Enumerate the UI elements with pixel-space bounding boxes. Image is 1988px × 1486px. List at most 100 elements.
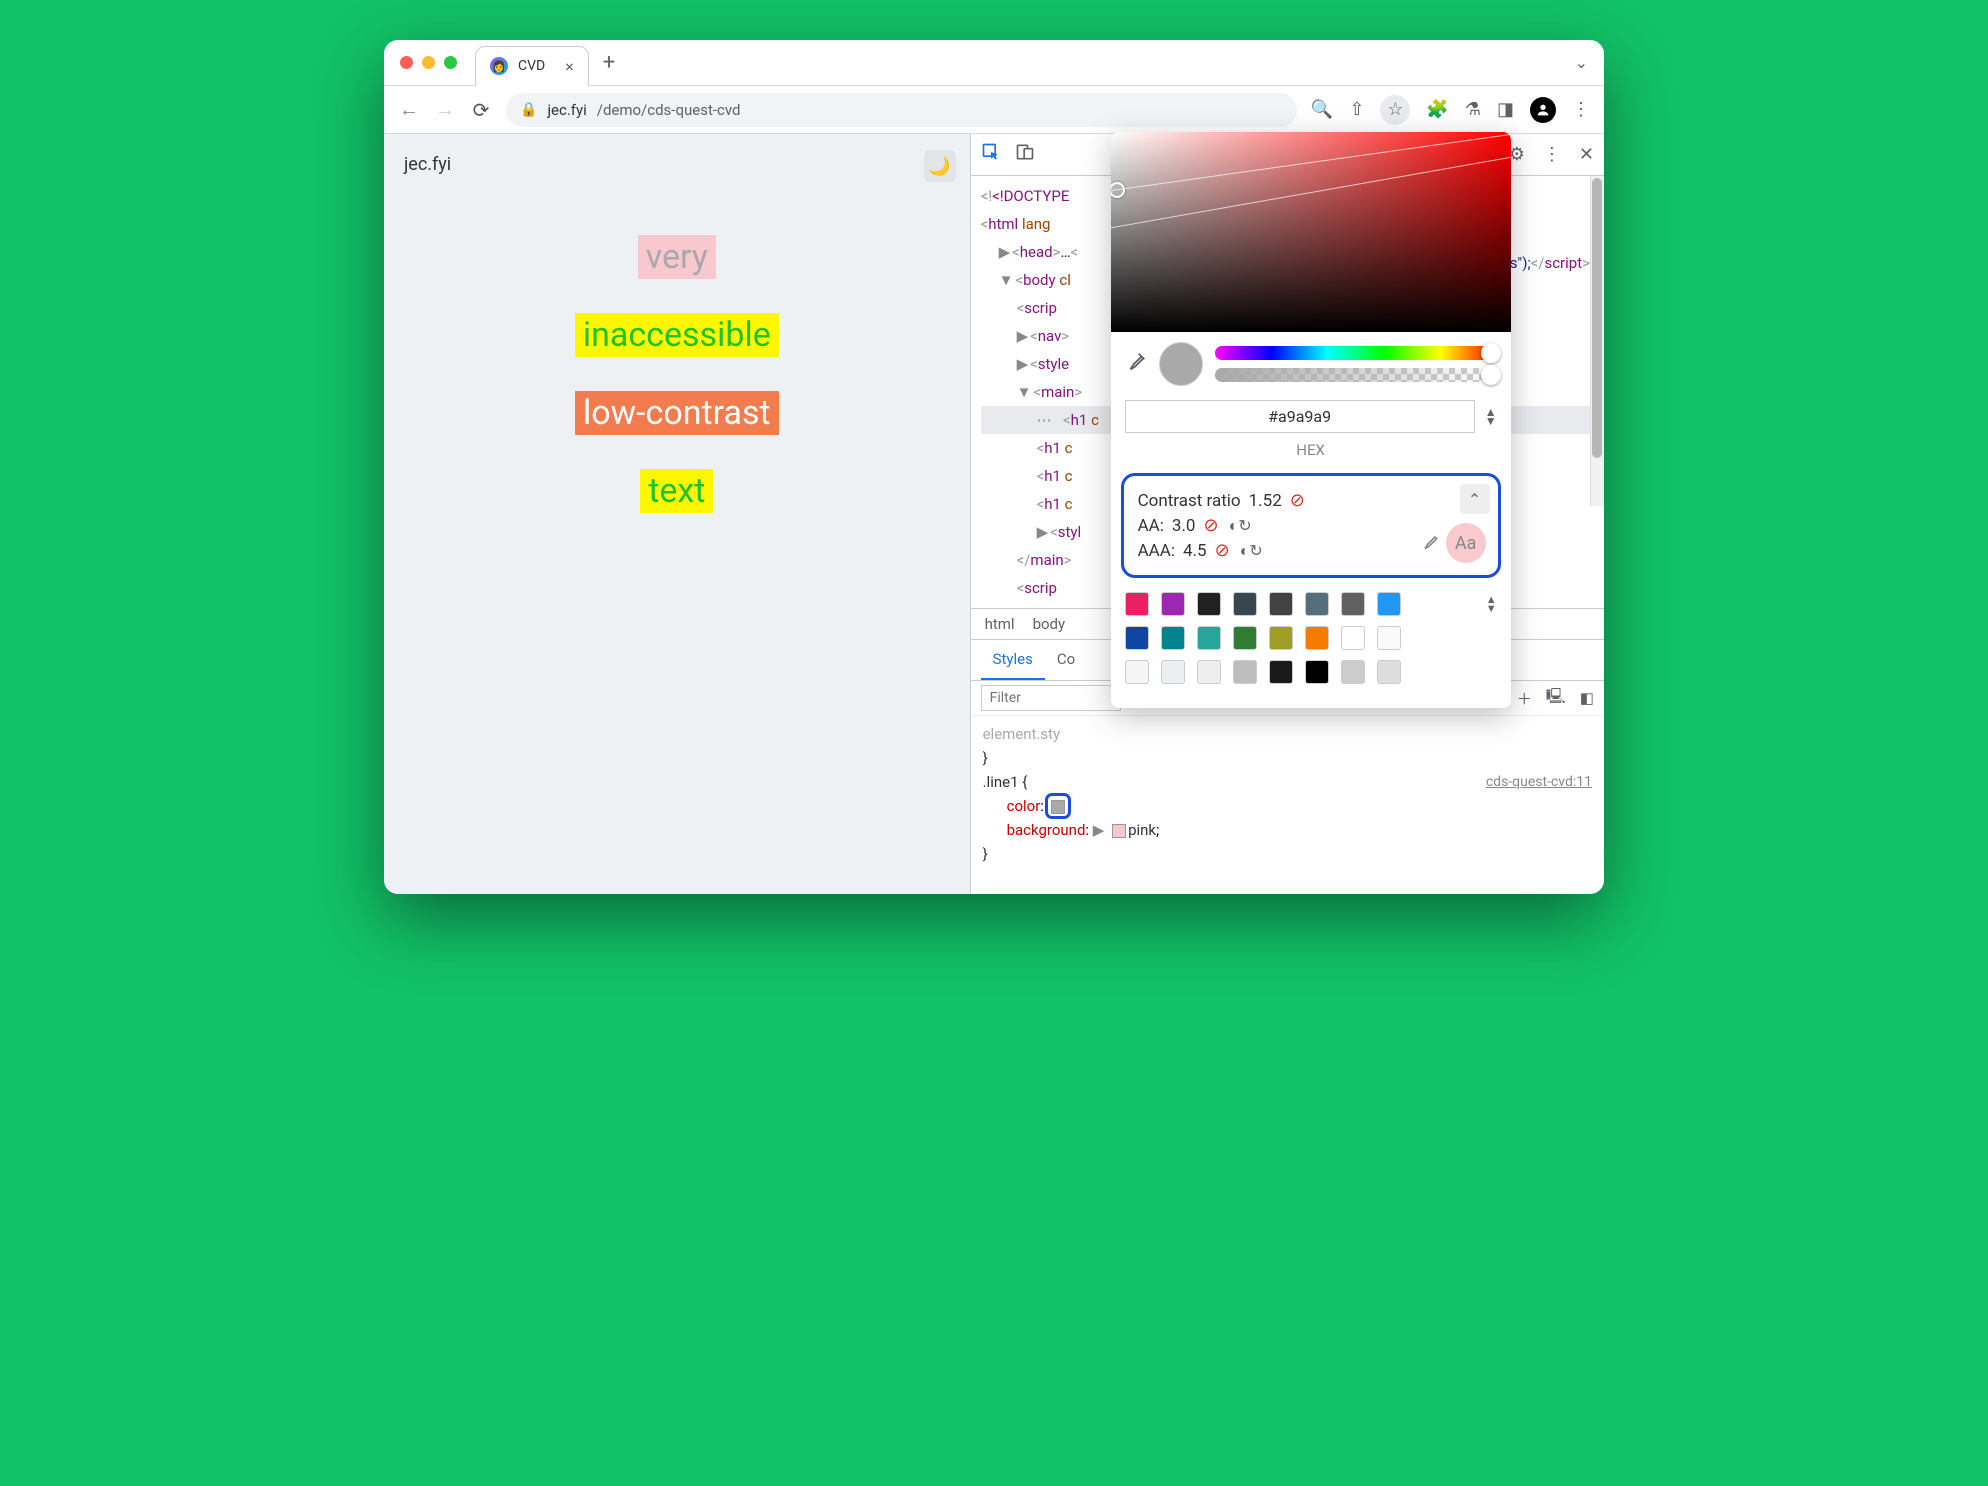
bg-eyedropper-icon[interactable] <box>1420 532 1440 557</box>
background-prop: background <box>1007 821 1086 839</box>
dark-mode-toggle[interactable]: 🌙 <box>924 150 956 182</box>
extensions-icon[interactable]: 🧩 <box>1426 99 1448 120</box>
format-toggle[interactable]: ▲▼ <box>1485 408 1497 426</box>
breadcrumb-html[interactable]: html <box>985 615 1015 633</box>
alpha-slider[interactable] <box>1215 368 1497 382</box>
sidepanel-icon[interactable]: ◨ <box>1497 99 1514 120</box>
reload-button[interactable]: ⟳ <box>470 98 492 122</box>
maximize-window-button[interactable] <box>444 56 457 69</box>
h1-tag-2: h1 <box>1044 439 1061 457</box>
page-viewport: jec.fyi 🌙 very inaccessible low-contrast… <box>384 134 970 894</box>
nav-tag: nav <box>1038 327 1062 345</box>
scrollbar[interactable] <box>1590 176 1604 506</box>
aaa-fix-icon[interactable]: ◐↻ <box>1240 541 1263 561</box>
tab-computed[interactable]: Co <box>1045 640 1087 680</box>
hue-thumb[interactable] <box>1481 343 1501 363</box>
palette-swatch[interactable] <box>1269 626 1293 650</box>
palette-swatch[interactable] <box>1377 592 1401 616</box>
bg-swatch[interactable] <box>1112 824 1126 838</box>
palette-swatch[interactable] <box>1341 660 1365 684</box>
url-host: jec.fyi <box>547 101 586 119</box>
bookmark-button[interactable]: ☆ <box>1380 95 1410 125</box>
h1-tag-3: h1 <box>1044 467 1061 485</box>
palette-swatch[interactable] <box>1161 660 1185 684</box>
share-icon[interactable]: ⇧ <box>1349 99 1364 120</box>
class-attr: cl <box>1059 271 1071 289</box>
new-rule-icon[interactable]: ＋ <box>1517 688 1532 709</box>
minimize-window-button[interactable] <box>422 56 435 69</box>
browser-tab[interactable]: 👩 CVD × <box>475 46 589 86</box>
palette-swatch[interactable] <box>1197 592 1221 616</box>
script-tag: scrip <box>1024 299 1057 317</box>
eyedropper-icon[interactable] <box>1125 351 1147 378</box>
palette-swatch[interactable] <box>1377 626 1401 650</box>
new-tab-button[interactable]: + <box>603 50 615 75</box>
palette-swatch[interactable] <box>1125 660 1149 684</box>
profile-button[interactable] <box>1530 97 1556 123</box>
alpha-thumb[interactable] <box>1481 365 1501 385</box>
close-tab-icon[interactable]: × <box>565 57 574 76</box>
collapse-contrast-icon[interactable]: ⌃ <box>1460 484 1490 514</box>
color-cursor[interactable] <box>1111 182 1125 198</box>
palette-swatch[interactable] <box>1125 592 1149 616</box>
palette-swatch[interactable] <box>1233 660 1257 684</box>
styles-content[interactable]: element.sty } cds-quest-cvd:11 .line1 { … <box>971 716 1604 872</box>
palette-swatch[interactable] <box>1197 660 1221 684</box>
palette-swatch[interactable] <box>1161 626 1185 650</box>
inspect-element-icon[interactable] <box>981 142 1001 167</box>
palette-swatch[interactable] <box>1341 626 1365 650</box>
contrast-curve-2 <box>1111 157 1511 229</box>
palette-swatch[interactable] <box>1305 660 1329 684</box>
palette-swatch[interactable] <box>1377 660 1401 684</box>
palette-swatch[interactable] <box>1161 592 1185 616</box>
palette-swatch[interactable] <box>1341 592 1365 616</box>
tab-styles[interactable]: Styles <box>981 640 1045 680</box>
palette-swatch[interactable] <box>1233 592 1257 616</box>
breadcrumb-body[interactable]: body <box>1033 615 1066 633</box>
titlebar: 👩 CVD × + ⌄ <box>384 40 1604 86</box>
fail-icon: ⊘ <box>1290 490 1305 511</box>
palette-swatch[interactable] <box>1305 626 1329 650</box>
settings-icon[interactable]: ⚙ <box>1509 144 1525 165</box>
aa-fail-icon: ⊘ <box>1203 515 1218 536</box>
element-style: element.sty <box>983 725 1061 743</box>
picker-controls <box>1111 332 1511 396</box>
tabs-dropdown-icon[interactable]: ⌄ <box>1575 53 1588 72</box>
palette-swatch[interactable] <box>1125 626 1149 650</box>
browser-window: 👩 CVD × + ⌄ ← → ⟳ 🔒 jec.fyi/demo/cds-que… <box>384 40 1604 894</box>
omnibox[interactable]: 🔒 jec.fyi/demo/cds-quest-cvd <box>506 93 1297 127</box>
palette-swatch[interactable] <box>1197 626 1221 650</box>
color-swatch[interactable] <box>1051 800 1065 814</box>
color-palette: ▲▼ <box>1111 588 1511 708</box>
labs-icon[interactable]: ⚗ <box>1465 99 1481 120</box>
filter-input[interactable] <box>981 685 1121 711</box>
back-button[interactable]: ← <box>398 97 420 122</box>
palette-swatch[interactable] <box>1269 660 1293 684</box>
hex-input[interactable] <box>1125 400 1475 433</box>
hue-slider[interactable] <box>1215 346 1497 360</box>
doctype: <!DOCTYPE <box>992 187 1069 205</box>
style-tag: style <box>1038 355 1069 373</box>
palette-swatch[interactable] <box>1269 592 1293 616</box>
palette-switch[interactable]: ▲▼ <box>1486 595 1497 613</box>
palette-swatch[interactable] <box>1305 592 1329 616</box>
close-window-button[interactable] <box>400 56 413 69</box>
devtools-menu-icon[interactable]: ⋮ <box>1543 144 1561 165</box>
contrast-curve-1 <box>1111 134 1511 191</box>
sidebar-toggle-icon[interactable]: ◧ <box>1580 689 1594 707</box>
palette-swatch[interactable] <box>1233 626 1257 650</box>
aa-fix-icon[interactable]: ◐↻ <box>1229 516 1252 536</box>
close-devtools-icon[interactable]: ✕ <box>1579 144 1594 165</box>
contrast-title: Contrast ratio <box>1138 491 1241 511</box>
main-close: main <box>1030 551 1063 569</box>
menu-icon[interactable]: ⋮ <box>1572 99 1590 120</box>
scroll-thumb[interactable] <box>1592 178 1602 458</box>
color-gradient[interactable] <box>1111 132 1511 332</box>
demo-line-3: low-contrast <box>575 391 779 435</box>
aa-label: AA: <box>1138 516 1164 536</box>
device-toggle-icon[interactable] <box>1015 142 1035 167</box>
zoom-icon[interactable]: 🔍 <box>1311 99 1333 120</box>
computed-panel-icon[interactable]: 🖳 <box>1546 686 1566 711</box>
css-source-link[interactable]: cds-quest-cvd:11 <box>1486 770 1592 794</box>
script2: scrip <box>1024 579 1057 597</box>
